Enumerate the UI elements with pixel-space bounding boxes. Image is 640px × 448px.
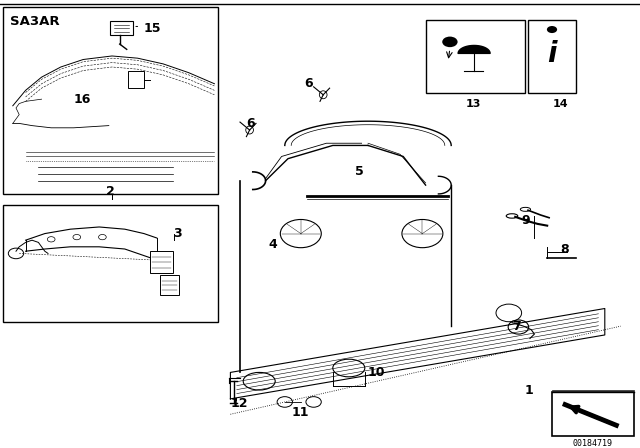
- Text: 6: 6: [246, 117, 255, 130]
- Bar: [528, 20, 576, 93]
- Text: 1: 1: [525, 383, 534, 396]
- Text: 10: 10: [368, 366, 385, 379]
- Bar: [128, 71, 144, 88]
- Text: 5: 5: [355, 165, 364, 178]
- Text: 15: 15: [144, 22, 161, 35]
- Circle shape: [442, 37, 458, 47]
- Text: 6: 6: [304, 77, 312, 90]
- Bar: [3, 205, 218, 322]
- Text: 13: 13: [466, 99, 481, 108]
- Text: 11: 11: [291, 405, 308, 418]
- Text: 2: 2: [106, 185, 115, 198]
- Text: 9: 9: [522, 214, 530, 227]
- Text: 4: 4: [269, 238, 278, 251]
- Text: 7: 7: [512, 319, 521, 332]
- Bar: [110, 21, 133, 35]
- Circle shape: [547, 26, 557, 33]
- Text: 8: 8: [560, 242, 568, 255]
- Text: 14: 14: [552, 99, 568, 108]
- Text: 16: 16: [74, 93, 91, 106]
- Bar: [150, 251, 173, 273]
- Text: 12: 12: [230, 397, 248, 410]
- Bar: [160, 276, 179, 295]
- Text: 00184719: 00184719: [573, 439, 613, 448]
- Bar: [552, 392, 634, 436]
- Text: i: i: [547, 40, 557, 68]
- Text: SA3AR: SA3AR: [10, 15, 60, 28]
- Text: 3: 3: [173, 227, 181, 240]
- Bar: [426, 20, 525, 93]
- Bar: [3, 7, 218, 194]
